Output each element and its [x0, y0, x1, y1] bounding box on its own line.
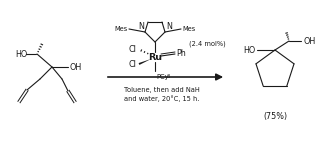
Text: PCy: PCy: [156, 74, 168, 80]
Text: N: N: [138, 22, 144, 31]
Text: N: N: [166, 22, 172, 31]
Text: OH: OH: [70, 62, 82, 72]
Text: OH: OH: [303, 36, 315, 45]
Text: 3: 3: [167, 74, 170, 79]
Text: and water, 20°C, 15 h.: and water, 20°C, 15 h.: [124, 96, 200, 102]
Text: Cl: Cl: [128, 59, 136, 68]
Text: Ph: Ph: [176, 49, 186, 58]
Text: HO: HO: [15, 50, 27, 59]
Text: HO: HO: [244, 45, 256, 55]
Text: Mes: Mes: [182, 26, 195, 32]
Text: Ru: Ru: [148, 53, 162, 61]
Text: (2.4 mol%): (2.4 mol%): [189, 41, 226, 47]
FancyArrowPatch shape: [108, 74, 221, 80]
Text: Mes: Mes: [115, 26, 128, 32]
Text: Toluene, then add NaH: Toluene, then add NaH: [124, 87, 200, 93]
Text: Cl: Cl: [128, 44, 136, 54]
Polygon shape: [139, 59, 151, 65]
Text: (75%): (75%): [263, 112, 287, 122]
